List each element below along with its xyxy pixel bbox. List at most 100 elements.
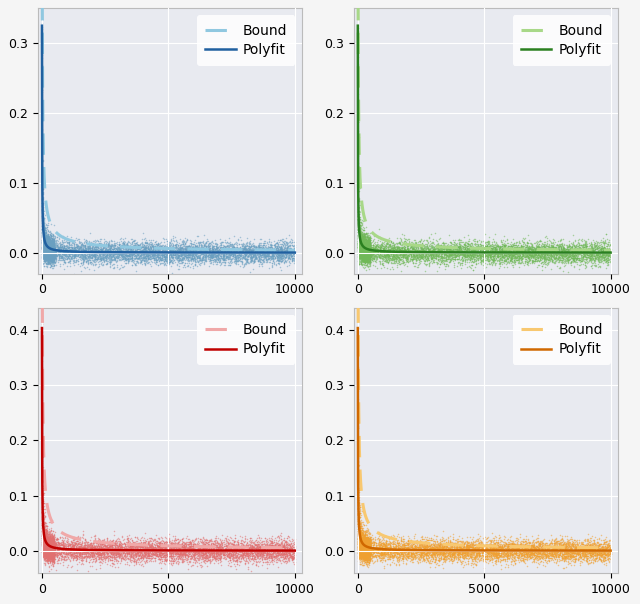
Point [37,229,47,239]
Point [40,228,50,237]
Point [515,548,525,557]
Point [44,545,54,555]
Point [537,538,547,547]
Point [383,252,394,262]
Point [389,245,399,255]
Point [488,551,498,561]
Point [213,533,223,543]
Point [353,217,364,227]
Point [363,554,373,564]
Point [95,246,106,256]
Point [365,246,376,256]
Point [42,243,52,253]
Point [537,239,547,249]
Point [409,538,419,547]
Point [136,546,147,556]
Point [38,521,49,531]
Point [38,248,49,258]
Point [380,541,390,551]
Point [361,248,371,258]
Point [45,538,55,548]
Point [357,541,367,550]
Point [48,255,58,265]
Point [59,248,69,257]
Point [553,243,563,252]
Point [116,553,126,563]
Point [38,232,49,242]
Point [40,234,50,244]
Point [367,550,378,559]
Point [131,548,141,558]
Point [254,240,264,250]
Point [48,247,58,257]
Point [387,249,397,259]
Point [439,247,449,257]
Point [267,541,277,550]
Point [126,249,136,259]
Point [356,543,366,553]
Point [355,238,365,248]
Point [39,225,49,234]
Point [490,245,500,255]
Point [166,249,176,259]
Point [357,540,367,550]
Point [428,548,438,558]
Point [42,254,52,263]
Point [377,255,387,265]
Point [520,539,530,549]
Point [60,237,70,246]
Point [42,237,52,246]
Point [355,246,365,256]
Point [156,544,166,554]
Point [119,542,129,552]
Point [363,539,373,549]
Point [397,554,407,564]
Point [46,244,56,254]
Point [181,545,191,554]
Point [497,247,507,257]
Point [557,534,567,544]
Point [509,544,520,554]
Point [457,259,467,268]
Point [365,242,375,252]
Point [46,530,56,540]
Point [593,255,604,265]
Point [436,253,447,263]
Point [520,244,530,254]
Point [561,551,572,561]
Point [536,246,547,255]
Point [364,541,374,550]
Point [250,548,260,558]
Point [92,547,102,557]
Point [144,240,154,250]
Point [414,539,424,548]
Point [506,539,516,548]
Point [278,548,289,557]
Point [56,246,67,255]
Point [112,245,122,255]
Point [391,251,401,260]
Point [260,245,270,254]
Point [386,538,396,548]
Point [77,248,87,258]
Point [47,246,57,255]
Point [443,243,453,253]
Point [390,243,400,253]
Point [195,243,205,253]
Point [422,256,432,266]
Point [45,541,56,550]
Point [37,225,47,234]
Point [38,548,48,558]
Point [38,541,49,550]
Point [363,536,373,545]
Point [45,544,55,553]
Point [40,251,51,261]
Point [278,535,289,545]
Point [47,242,57,252]
Point [452,544,462,553]
Point [555,547,565,556]
Point [246,542,257,551]
Point [198,544,208,554]
Point [45,246,55,256]
Point [356,533,367,543]
